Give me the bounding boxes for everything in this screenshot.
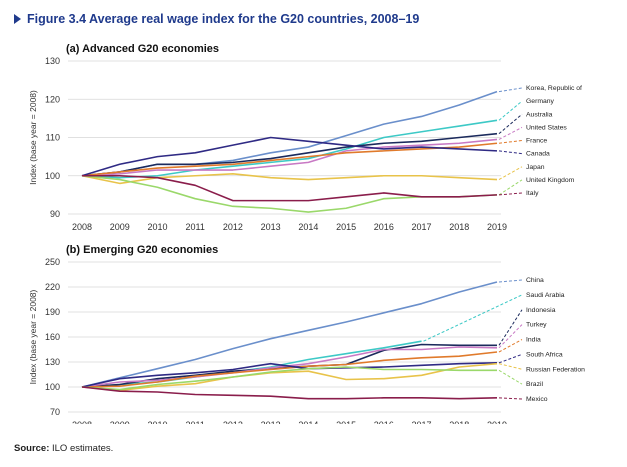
legend-label-united-states: United States	[526, 124, 567, 131]
chart-emerging-g20: 70 100 130 160 190 220 250 2008 2009 2010 2011 2012…	[28, 257, 585, 424]
y-tick-label: 190	[45, 307, 60, 317]
x-tick-label: 2009	[110, 420, 130, 424]
legend-leader-india	[498, 339, 523, 353]
series-line-china	[81, 281, 498, 388]
x-tick-label: 2017	[412, 420, 432, 424]
legend-label-turkey: Turkey	[526, 322, 547, 329]
legend-label-italy: Italy	[526, 190, 539, 197]
legend-label-south-africa: South Africa	[526, 351, 563, 358]
x-tick-label: 2008	[72, 222, 92, 232]
legend-leader-south-africa	[498, 353, 523, 364]
legend-leader-turkey	[498, 324, 523, 349]
series-line-australia	[81, 132, 498, 177]
figure-title-text: Figure 3.4 Average real wage index for t…	[27, 12, 420, 26]
y-tick-label: 250	[45, 257, 60, 267]
x-tick-label: 2011	[186, 222, 205, 232]
y-tick-label: 220	[45, 282, 60, 292]
x-tick-label: 2013	[261, 222, 281, 232]
legend-leader-mexico	[498, 397, 523, 400]
source-note: Source: ILO estimates.	[14, 443, 113, 454]
legend-leader-china	[498, 279, 523, 283]
legend-label-canada: Canada	[526, 151, 550, 158]
legend-leader-canada	[498, 150, 523, 155]
panel-b-title: (b) Emerging G20 economies	[66, 244, 219, 256]
series-line-russian-federation	[81, 362, 498, 392]
y-tick-label: 70	[50, 407, 60, 417]
x-tick-label: 2016	[374, 222, 394, 232]
series-line-italy	[82, 174, 498, 202]
series-line-japan	[81, 173, 498, 185]
x-tick-label: 2012	[223, 420, 243, 424]
y-tick-label: 90	[50, 209, 60, 219]
legend-label-united-kingdom: United Kingdom	[526, 177, 575, 184]
panel-a-title: (a) Advanced G20 economies	[66, 43, 220, 55]
x-tick-label: 2011	[186, 420, 205, 424]
legend-label-indonesia: Indonesia	[526, 307, 556, 314]
legend-label-germany: Germany	[526, 98, 555, 105]
figure-title: Figure 3.4 Average real wage index for t…	[14, 12, 419, 26]
legend-label-india: India	[526, 337, 541, 344]
source-text: ILO estimates.	[49, 443, 114, 454]
legend-label-saudi-arabia: Saudi Arabia	[526, 292, 565, 299]
x-tick-label: 2014	[298, 420, 318, 424]
series-line-united-kingdom	[81, 174, 498, 213]
legend-leader-brazil	[498, 369, 523, 385]
legend-leader-australia	[498, 113, 523, 135]
series-line-united-states	[81, 138, 498, 177]
y-tick-label: 110	[46, 133, 60, 143]
legend-leader-korea-republic-of	[498, 87, 523, 93]
legend-label-russian-federation: Russian Federation	[526, 366, 585, 373]
legend-leader-united-kingdom	[498, 179, 523, 196]
x-tick-label: 2018	[449, 222, 469, 232]
y-axis-label: Index (base year = 2008)	[28, 90, 38, 185]
x-tick-label: 2008	[72, 420, 92, 424]
series-line-india	[81, 351, 498, 388]
y-tick-label: 100	[45, 382, 60, 392]
y-tick-label: 100	[45, 171, 60, 181]
x-tick-label: 2009	[110, 222, 130, 232]
y-axis-label: Index (base year = 2008)	[28, 289, 38, 384]
x-tick-label: 2015	[336, 420, 356, 424]
legend-label-france: France	[526, 138, 547, 145]
legend-leader-france	[498, 140, 523, 144]
x-tick-label: 2012	[223, 222, 243, 232]
legend-label-japan: Japan	[526, 164, 545, 171]
y-tick-label: 160	[45, 332, 60, 342]
y-tick-label: 130	[45, 56, 60, 66]
series-line-mexico	[81, 386, 498, 400]
legend-leader-russian-federation	[498, 363, 523, 370]
series-line-france	[81, 142, 498, 177]
x-tick-label: 2013	[261, 420, 281, 424]
x-tick-label: 2019	[487, 420, 507, 424]
x-tick-label: 2019	[487, 222, 507, 232]
legend-label-china: China	[526, 277, 544, 284]
x-tick-label: 2010	[147, 420, 167, 424]
x-tick-label: 2010	[147, 222, 167, 232]
y-tick-label: 120	[45, 94, 60, 104]
chart-advanced-g20: 90 100 110 120 130 2008 2009 2010 2011 2012 2013 20…	[28, 56, 582, 232]
source-label: Source:	[14, 443, 50, 454]
series-line-korea-republic-of	[81, 90, 498, 177]
title-marker-icon	[14, 14, 21, 24]
y-tick-label: 130	[45, 357, 60, 367]
legend-leader-italy	[498, 192, 523, 196]
legend-leader-indonesia	[498, 309, 523, 346]
legend-label-korea-republic-of: Korea, Republic of	[526, 85, 582, 92]
series-line-brazil	[81, 366, 497, 391]
x-tick-label: 2016	[374, 420, 394, 424]
legend-label-mexico: Mexico	[526, 396, 548, 403]
series-line-south-africa	[81, 362, 498, 388]
x-tick-label: 2018	[449, 420, 469, 424]
x-tick-label: 2015	[336, 222, 356, 232]
legend-leader-saudi-arabia	[423, 294, 523, 342]
series-line-germany	[81, 119, 498, 179]
series-line-saudi-arabia	[81, 340, 422, 388]
x-tick-label: 2014	[298, 222, 318, 232]
x-tick-label: 2017	[412, 222, 432, 232]
legend-label-brazil: Brazil	[526, 381, 543, 388]
legend-leader-united-states	[498, 126, 523, 140]
legend-leader-japan	[498, 166, 523, 181]
series-line-canada	[81, 136, 498, 177]
legend-label-australia: Australia	[526, 111, 553, 118]
